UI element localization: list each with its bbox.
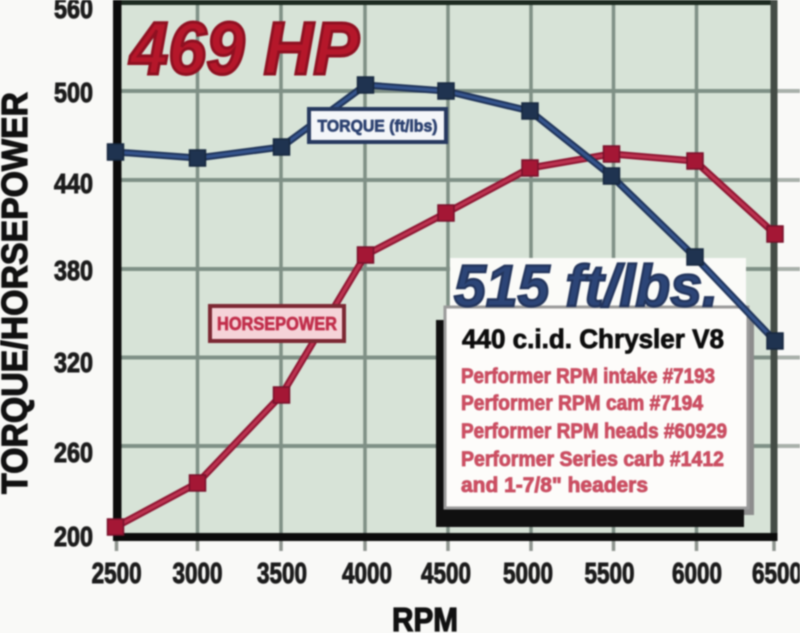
svg-text:469 HP: 469 HP xyxy=(128,7,359,90)
svg-text:5500: 5500 xyxy=(585,558,635,590)
svg-text:TORQUE (ft/lbs): TORQUE (ft/lbs) xyxy=(318,117,438,136)
svg-text:515 ft/lbs.: 515 ft/lbs. xyxy=(454,254,718,319)
svg-text:320: 320 xyxy=(54,347,93,378)
svg-text:Performer RPM intake #7193: Performer RPM intake #7193 xyxy=(461,365,715,388)
svg-text:560: 560 xyxy=(54,0,93,24)
svg-text:6500: 6500 xyxy=(752,558,800,590)
svg-text:260: 260 xyxy=(54,437,93,468)
svg-text:3000: 3000 xyxy=(173,558,223,590)
svg-text:and 1-7/8" headers: and 1-7/8" headers xyxy=(461,474,648,497)
svg-text:TORQUE/HORSEPOWER: TORQUE/HORSEPOWER xyxy=(0,92,35,494)
svg-text:2500: 2500 xyxy=(92,558,142,590)
svg-text:6000: 6000 xyxy=(672,558,722,590)
svg-text:380: 380 xyxy=(54,255,93,286)
svg-text:3500: 3500 xyxy=(257,558,307,590)
svg-text:4000: 4000 xyxy=(342,558,392,590)
svg-text:200: 200 xyxy=(54,521,93,552)
svg-text:440 c.i.d. Chrysler V8: 440 c.i.d. Chrysler V8 xyxy=(462,324,724,354)
svg-text:HORSEPOWER: HORSEPOWER xyxy=(217,314,337,334)
svg-text:RPM: RPM xyxy=(392,601,458,633)
svg-text:4500: 4500 xyxy=(421,558,471,590)
svg-text:Performer Series carb #1412: Performer Series carb #1412 xyxy=(461,448,724,471)
svg-text:5000: 5000 xyxy=(503,558,553,590)
svg-text:440: 440 xyxy=(54,168,93,199)
svg-text:Performer RPM cam #7194: Performer RPM cam #7194 xyxy=(461,392,703,415)
svg-text:Performer RPM heads #60929: Performer RPM heads #60929 xyxy=(461,420,727,443)
svg-text:500: 500 xyxy=(54,77,93,108)
